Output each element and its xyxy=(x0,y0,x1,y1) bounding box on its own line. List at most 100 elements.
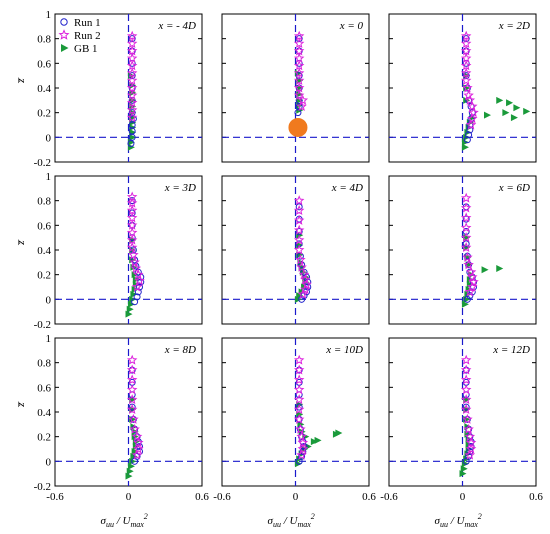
run1-point xyxy=(128,209,136,217)
run2-point xyxy=(460,38,472,49)
run2-point xyxy=(293,82,305,93)
y-tick-label: 1 xyxy=(46,171,52,183)
run2-point xyxy=(463,89,474,100)
run2-point xyxy=(462,82,473,93)
gb1-point xyxy=(310,438,318,446)
run2-point xyxy=(460,364,472,375)
x-axis-label: σuu / Umax2 xyxy=(268,512,315,529)
run2-point xyxy=(297,94,309,105)
run2-point xyxy=(293,38,305,49)
run2-point xyxy=(296,261,307,272)
run2-point xyxy=(460,45,472,56)
run1-point xyxy=(300,443,308,451)
x-axis-label: σuu / Umax2 xyxy=(435,512,482,529)
run2-point xyxy=(293,30,305,41)
run1-point xyxy=(462,35,470,43)
gb1-point xyxy=(510,114,518,122)
run2-point xyxy=(296,101,307,111)
panel-9: -0.6 0 0.6 x = 12D xyxy=(380,337,543,503)
y-tick-label: 0.2 xyxy=(37,270,51,282)
run1-point xyxy=(465,131,473,139)
y-axis-label: z̅ xyxy=(15,239,27,246)
run2-point xyxy=(293,354,305,365)
run2-point xyxy=(460,212,472,223)
run1-point xyxy=(466,126,474,134)
run2-point xyxy=(460,232,472,243)
run1-point xyxy=(295,203,303,211)
gb1-point xyxy=(126,467,134,475)
gb1-point xyxy=(126,305,134,313)
run1-point xyxy=(128,109,136,117)
panel-title: x = - 4D xyxy=(157,20,196,32)
gb1-point xyxy=(335,429,343,437)
panel-title: x = 0 xyxy=(339,20,364,32)
run1-point xyxy=(462,215,470,223)
run2-point xyxy=(463,259,474,270)
run2-point xyxy=(293,75,305,86)
legend-label: GB 1 xyxy=(74,43,98,55)
panel-8: -0.6 0 0.6 x = 10D xyxy=(213,337,376,503)
panel-title: x = 8D xyxy=(164,344,196,356)
x-axis-label: σuu / Umax2 xyxy=(101,512,148,529)
run1-point xyxy=(295,72,303,80)
run1-point xyxy=(462,240,470,248)
run2-point xyxy=(133,443,144,454)
run2-point xyxy=(126,219,138,230)
run2-point xyxy=(131,281,143,292)
y-tick-label: 0 xyxy=(46,456,52,468)
run2-point xyxy=(465,443,477,454)
run2-point xyxy=(126,394,138,405)
y-tick-label: 0 xyxy=(46,132,52,144)
run2-point xyxy=(130,262,142,273)
run2-point xyxy=(460,374,472,385)
run2-point xyxy=(128,413,139,424)
run2-point xyxy=(126,75,138,86)
legend-label: Run 2 xyxy=(74,30,101,42)
run2-point xyxy=(126,104,138,115)
run2-point xyxy=(463,423,474,434)
run2-point xyxy=(464,286,476,297)
run2-point xyxy=(460,75,472,86)
run1-point xyxy=(128,72,136,80)
run2-point xyxy=(293,224,305,235)
run2-point xyxy=(295,254,306,265)
run2-point xyxy=(460,222,472,233)
run2-point xyxy=(460,67,472,78)
y-tick-label: 0.8 xyxy=(37,196,51,208)
x-tick-label: 0.6 xyxy=(362,491,376,503)
run2-point xyxy=(296,449,307,460)
gb1-point xyxy=(513,104,521,112)
run2-point xyxy=(126,82,138,93)
run2-point xyxy=(460,52,472,63)
y-tick-label: 0.6 xyxy=(37,58,51,70)
run2-point xyxy=(293,404,305,414)
panel-5: x = 4D xyxy=(221,175,370,325)
y-tick-label: 0.6 xyxy=(37,220,51,232)
y-tick-label: 0.2 xyxy=(37,432,51,444)
run2-point xyxy=(464,449,476,460)
run2-point xyxy=(295,423,306,434)
run2-point xyxy=(467,113,478,124)
x-tick-label: 0.6 xyxy=(529,491,543,503)
run2-point xyxy=(126,354,138,365)
legend-marker-run1 xyxy=(60,18,68,26)
panel-title: x = 6D xyxy=(498,182,530,194)
run2-point xyxy=(465,266,477,277)
legend-marker-gb1 xyxy=(61,44,69,52)
gb1-point xyxy=(502,109,510,117)
run2-point xyxy=(126,60,138,71)
run2-point xyxy=(129,423,140,434)
run2-point xyxy=(460,242,472,252)
run2-point xyxy=(126,52,138,63)
run1-point xyxy=(134,288,142,296)
y-axis-label: z̅ xyxy=(15,77,27,84)
run2-point xyxy=(293,60,305,71)
y-tick-label: -0.2 xyxy=(34,481,51,493)
run1-point xyxy=(133,293,141,301)
x-tick-label: 0.6 xyxy=(195,491,209,503)
gb1-point xyxy=(129,123,137,131)
run2-point xyxy=(133,437,144,448)
run2-point xyxy=(293,413,305,424)
run2-point xyxy=(293,89,305,100)
y-tick-label: 1 xyxy=(46,9,52,21)
